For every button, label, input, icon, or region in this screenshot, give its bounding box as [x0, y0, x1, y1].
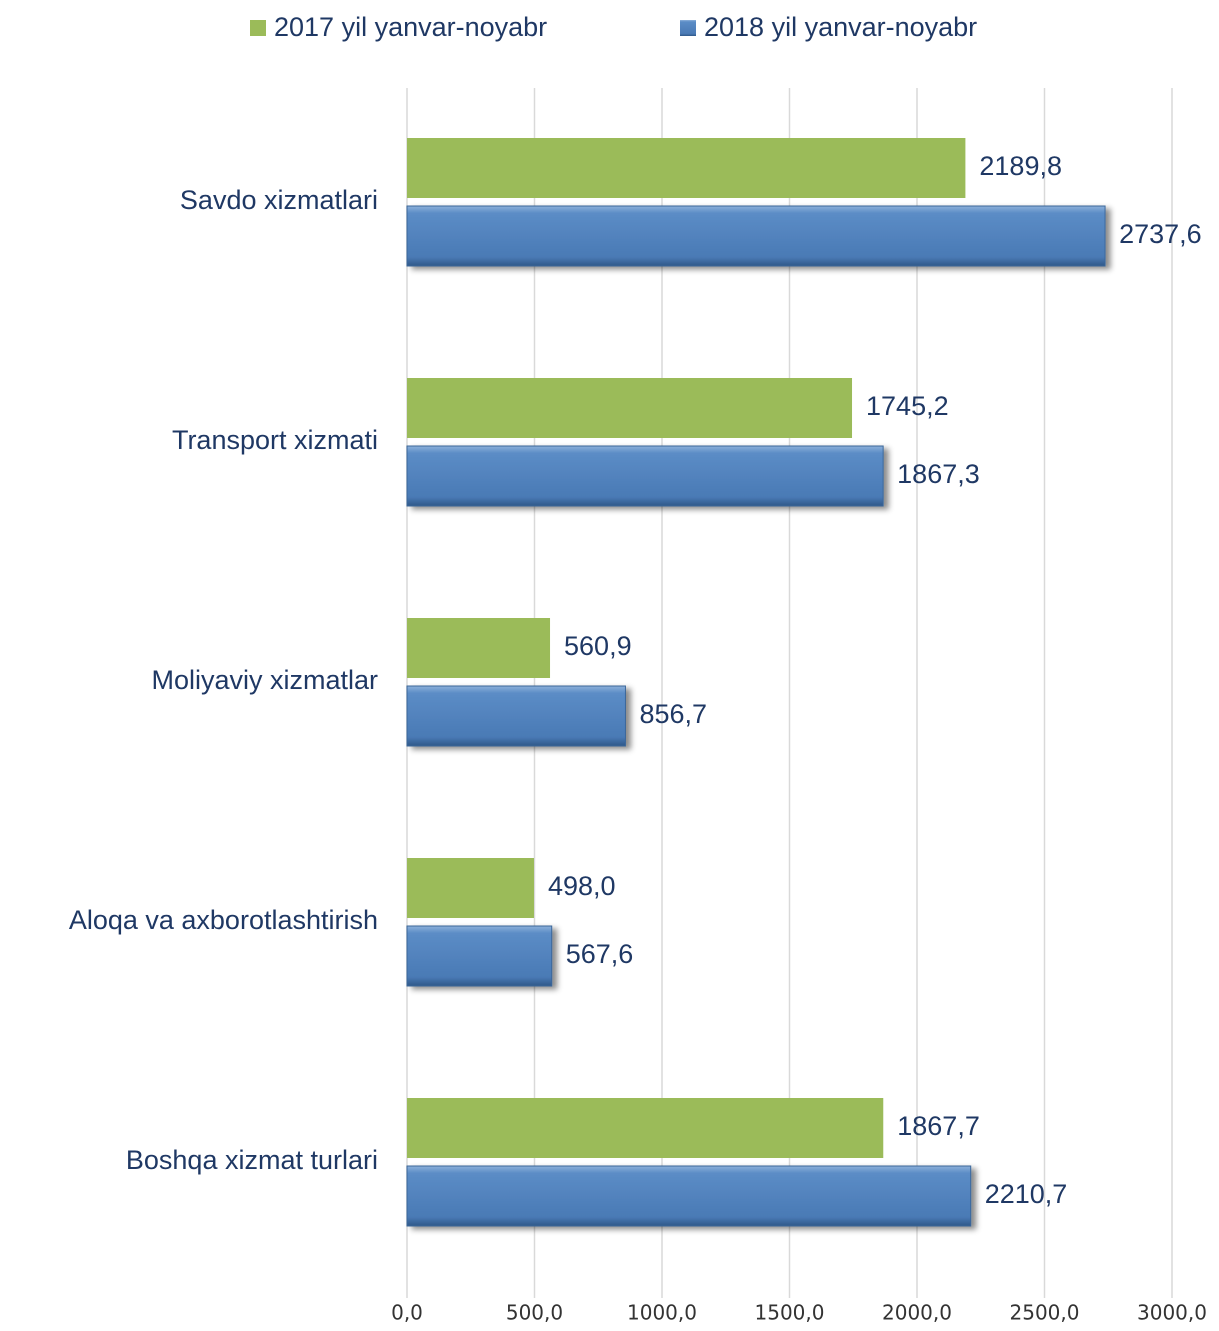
value-label-2018-yil-yanvar-noyabr-savdo-xizmatlari: 2737,6: [1119, 219, 1202, 249]
value-label-2017-yil-yanvar-noyabr-boshqa-xizmat-turlari: 1867,7: [897, 1111, 980, 1141]
bar-2017-yil-yanvar-noyabr-boshqa-xizmat-turlari: [407, 1098, 884, 1158]
bar-2018-yil-yanvar-noyabr-transport-xizmati: [406, 445, 884, 507]
bar-2018-yil-yanvar-noyabr-moliyaviy-xizmatlar: [406, 685, 626, 747]
x-tick-label-2: 1000,0: [627, 1301, 697, 1325]
value-label-2017-yil-yanvar-noyabr-savdo-xizmatlari: 2189,8: [979, 151, 1062, 181]
value-label-2018-yil-yanvar-noyabr-aloqa-va-axborotlashtirish: 567,6: [566, 939, 634, 969]
legend-label-2018-yil-yanvar-noyabr: 2018 yil yanvar-noyabr: [704, 12, 977, 42]
x-tick-label-5: 2500,0: [1010, 1301, 1080, 1325]
bar-2018-yil-yanvar-noyabr-savdo-xizmatlari: [406, 205, 1106, 267]
x-tick-label-4: 2000,0: [882, 1301, 952, 1325]
bar-2018-yil-yanvar-noyabr-boshqa-xizmat-turlari: [406, 1165, 972, 1227]
x-tick-label-0: 0,0: [391, 1301, 423, 1325]
value-label-2017-yil-yanvar-noyabr-transport-xizmati: 1745,2: [866, 391, 949, 421]
x-tick-label-1: 500,0: [506, 1301, 563, 1325]
legend: 2017 yil yanvar-noyabr 2018 yil yanvar-no…: [250, 12, 977, 42]
value-label-2017-yil-yanvar-noyabr-moliyaviy-xizmatlar: 560,9: [564, 631, 632, 661]
category-label-savdo-xizmatlari: Savdo xizmatlari: [180, 185, 378, 215]
category-label-aloqa-va-axborotlashtirish: Aloqa va axborotlashtirish: [69, 905, 378, 935]
value-label-2018-yil-yanvar-noyabr-transport-xizmati: 1867,3: [897, 459, 980, 489]
legend-swatch-2018-yil-yanvar-noyabr: [680, 20, 696, 36]
category-label-boshqa-xizmat-turlari: Boshqa xizmat turlari: [126, 1145, 378, 1175]
bar-2017-yil-yanvar-noyabr-aloqa-va-axborotlashtirish: [407, 858, 534, 918]
value-label-2018-yil-yanvar-noyabr-moliyaviy-xizmatlar: 856,7: [639, 699, 707, 729]
x-tick-label-3: 1500,0: [755, 1301, 825, 1325]
category-labels: Savdo xizmatlari Transport xizmati Moliyav…: [69, 185, 378, 1175]
bars-group: [406, 138, 1106, 1227]
x-axis-tick-labels: 0,0 500,0 1000,0 1500,0 2000,0 2500,0 3000,0: [391, 1301, 1207, 1325]
value-label-2017-yil-yanvar-noyabr-aloqa-va-axborotlashtirish: 498,0: [548, 871, 616, 901]
legend-swatch-2017-yil-yanvar-noyabr: [250, 20, 266, 36]
legend-label-2017-yil-yanvar-noyabr: 2017 yil yanvar-noyabr: [274, 12, 547, 42]
category-label-moliyaviy-xizmatlar: Moliyaviy xizmatlar: [151, 665, 378, 695]
grid-lines: [406, 88, 1173, 1298]
bar-2017-yil-yanvar-noyabr-savdo-xizmatlari: [407, 138, 966, 198]
category-label-transport-xizmati: Transport xizmati: [172, 425, 378, 455]
value-labels: 2189,8 2737,6 1745,2 1867,3 560,9 856,7 498,0 5…: [548, 151, 1202, 1209]
value-label-2018-yil-yanvar-noyabr-boshqa-xizmat-turlari: 2210,7: [985, 1179, 1068, 1209]
bar-2017-yil-yanvar-noyabr-transport-xizmati: [407, 378, 853, 438]
x-tick-label-6: 3000,0: [1137, 1301, 1207, 1325]
bar-2017-yil-yanvar-noyabr-moliyaviy-xizmatlar: [407, 618, 551, 678]
bar-2018-yil-yanvar-noyabr-aloqa-va-axborotlashtirish: [406, 925, 553, 987]
